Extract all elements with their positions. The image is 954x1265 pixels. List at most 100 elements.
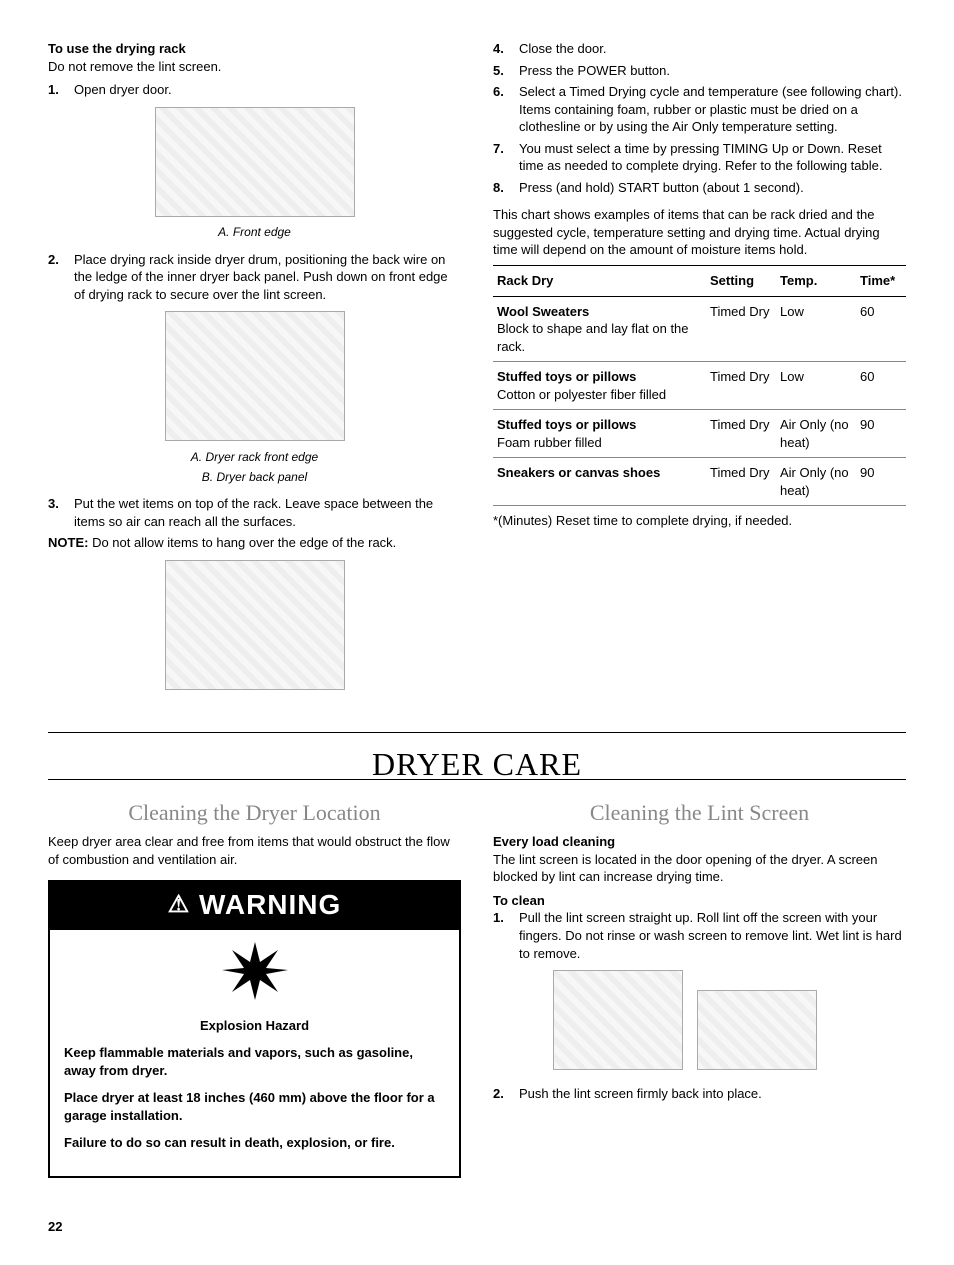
step-number: 2. xyxy=(48,251,74,304)
cleaning-lint-heading: Cleaning the Lint Screen xyxy=(493,798,906,828)
rack-heading: To use the drying rack xyxy=(48,40,461,58)
list-item: 8. Press (and hold) START button (about … xyxy=(493,179,906,197)
step-text: You must select a time by pressing TIMIN… xyxy=(519,140,906,175)
warning-header: ⚠ WARNING xyxy=(50,882,459,930)
lint-para: The lint screen is located in the door o… xyxy=(493,851,906,886)
step-text: Place drying rack inside dryer drum, pos… xyxy=(74,251,461,304)
row-sub: Foam rubber filled xyxy=(497,435,602,450)
care-right-column: Cleaning the Lint Screen Every load clea… xyxy=(493,798,906,1178)
row-time: 60 xyxy=(856,296,906,362)
warning-p1: Keep flammable materials and vapors, suc… xyxy=(64,1044,445,1079)
warning-p2: Place dryer at least 18 inches (460 mm) … xyxy=(64,1089,445,1124)
step-number: 5. xyxy=(493,62,519,80)
left-steps: 1. Open dryer door. xyxy=(48,81,461,99)
th-rackdry: Rack Dry xyxy=(493,266,706,297)
step-number: 1. xyxy=(493,909,519,962)
care-columns: Cleaning the Dryer Location Keep dryer a… xyxy=(48,798,906,1178)
row-time: 90 xyxy=(856,458,906,506)
warning-body: Explosion Hazard Keep flammable material… xyxy=(50,1011,459,1176)
step-text: Push the lint screen firmly back into pl… xyxy=(519,1085,906,1103)
explosion-icon xyxy=(220,940,290,1000)
table-row: Stuffed toys or pillows Cotton or polyest… xyxy=(493,362,906,410)
list-item: 7. You must select a time by pressing TI… xyxy=(493,140,906,175)
table-row: Sneakers or canvas shoes Timed Dry Air O… xyxy=(493,458,906,506)
rack-intro: Do not remove the lint screen. xyxy=(48,58,461,76)
list-item: 6. Select a Timed Drying cycle and tempe… xyxy=(493,83,906,136)
warning-icon-area xyxy=(50,930,459,1011)
note-text: Do not allow items to hang over the edge… xyxy=(88,535,396,550)
list-item: 1. Open dryer door. xyxy=(48,81,461,99)
section-rule-top xyxy=(48,732,906,733)
row-temp: Air Only (no heat) xyxy=(776,410,856,458)
dryer-drum-illustration xyxy=(165,311,345,441)
step-number: 4. xyxy=(493,40,519,58)
explosion-hazard: Explosion Hazard xyxy=(64,1017,445,1035)
step-text: Put the wet items on top of the rack. Le… xyxy=(74,495,461,530)
warning-p3: Failure to do so can result in death, ex… xyxy=(64,1134,445,1152)
step-number: 3. xyxy=(48,495,74,530)
fig2-caption-b: B. Dryer back panel xyxy=(48,470,461,486)
step-text: Press the POWER button. xyxy=(519,62,906,80)
step-text: Open dryer door. xyxy=(74,81,461,99)
row-setting: Timed Dry xyxy=(706,362,776,410)
lint-figure xyxy=(493,970,906,1075)
step-text: Select a Timed Drying cycle and temperat… xyxy=(519,83,906,136)
list-item: 2. Push the lint screen firmly back into… xyxy=(493,1085,906,1103)
th-setting: Setting xyxy=(706,266,776,297)
row-setting: Timed Dry xyxy=(706,410,776,458)
row-sub: Cotton or polyester fiber filled xyxy=(497,387,666,402)
list-item: 4. Close the door. xyxy=(493,40,906,58)
th-temp: Temp. xyxy=(776,266,856,297)
every-load-heading: Every load cleaning xyxy=(493,833,906,851)
warning-label: WARNING xyxy=(199,889,341,920)
step-number: 7. xyxy=(493,140,519,175)
fig1-caption: A. Front edge xyxy=(48,225,461,241)
lint-steps-2: 2. Push the lint screen firmly back into… xyxy=(493,1085,906,1103)
page-number: 22 xyxy=(48,1218,906,1236)
list-item: 2. Place drying rack inside dryer drum, … xyxy=(48,251,461,304)
cleaning-location-heading: Cleaning the Dryer Location xyxy=(48,798,461,828)
th-time: Time* xyxy=(856,266,906,297)
row-title: Sneakers or canvas shoes xyxy=(497,465,660,480)
figure-2: A. Dryer rack front edge B. Dryer back p… xyxy=(48,311,461,485)
left-steps-3: 3. Put the wet items on top of the rack.… xyxy=(48,495,461,530)
table-footnote: *(Minutes) Reset time to complete drying… xyxy=(493,512,906,530)
note-label: NOTE: xyxy=(48,535,88,550)
fig2-caption-a: A. Dryer rack front edge xyxy=(48,450,461,466)
row-temp: Air Only (no heat) xyxy=(776,458,856,506)
step-number: 8. xyxy=(493,179,519,197)
left-column: To use the drying rack Do not remove the… xyxy=(48,40,461,704)
row-setting: Timed Dry xyxy=(706,296,776,362)
right-steps: 4. Close the door. 5. Press the POWER bu… xyxy=(493,40,906,196)
row-title: Stuffed toys or pillows xyxy=(497,369,636,384)
rack-dry-table: Rack Dry Setting Temp. Time* Wool Sweate… xyxy=(493,265,906,506)
table-row: Stuffed toys or pillows Foam rubber fille… xyxy=(493,410,906,458)
row-title: Wool Sweaters xyxy=(497,304,589,319)
lint-steps: 1. Pull the lint screen straight up. Rol… xyxy=(493,909,906,962)
list-item: 5. Press the POWER button. xyxy=(493,62,906,80)
chart-intro: This chart shows examples of items that … xyxy=(493,206,906,259)
lint-screen-illustration-1 xyxy=(553,970,683,1070)
section-title: DRYER CARE xyxy=(354,743,600,786)
step-number: 6. xyxy=(493,83,519,136)
row-time: 60 xyxy=(856,362,906,410)
list-item: 1. Pull the lint screen straight up. Rol… xyxy=(493,909,906,962)
step-text: Close the door. xyxy=(519,40,906,58)
row-sub: Block to shape and lay flat on the rack. xyxy=(497,321,689,354)
step-text: Press (and hold) START button (about 1 s… xyxy=(519,179,906,197)
row-temp: Low xyxy=(776,362,856,410)
lint-screen-illustration-2 xyxy=(697,990,817,1070)
top-columns: To use the drying rack Do not remove the… xyxy=(48,40,906,704)
dryer-items-illustration xyxy=(165,560,345,690)
row-title: Stuffed toys or pillows xyxy=(497,417,636,432)
figure-1: A. Front edge xyxy=(48,107,461,241)
table-row: Wool Sweaters Block to shape and lay flat… xyxy=(493,296,906,362)
step-text: Pull the lint screen straight up. Roll l… xyxy=(519,909,906,962)
rack-table-body: Wool Sweaters Block to shape and lay flat… xyxy=(493,296,906,506)
cleaning-location-para: Keep dryer area clear and free from item… xyxy=(48,833,461,868)
row-temp: Low xyxy=(776,296,856,362)
drying-rack-illustration xyxy=(155,107,355,217)
list-item: 3. Put the wet items on top of the rack.… xyxy=(48,495,461,530)
rack-note: NOTE: Do not allow items to hang over th… xyxy=(48,534,461,552)
to-clean-heading: To clean xyxy=(493,892,906,910)
